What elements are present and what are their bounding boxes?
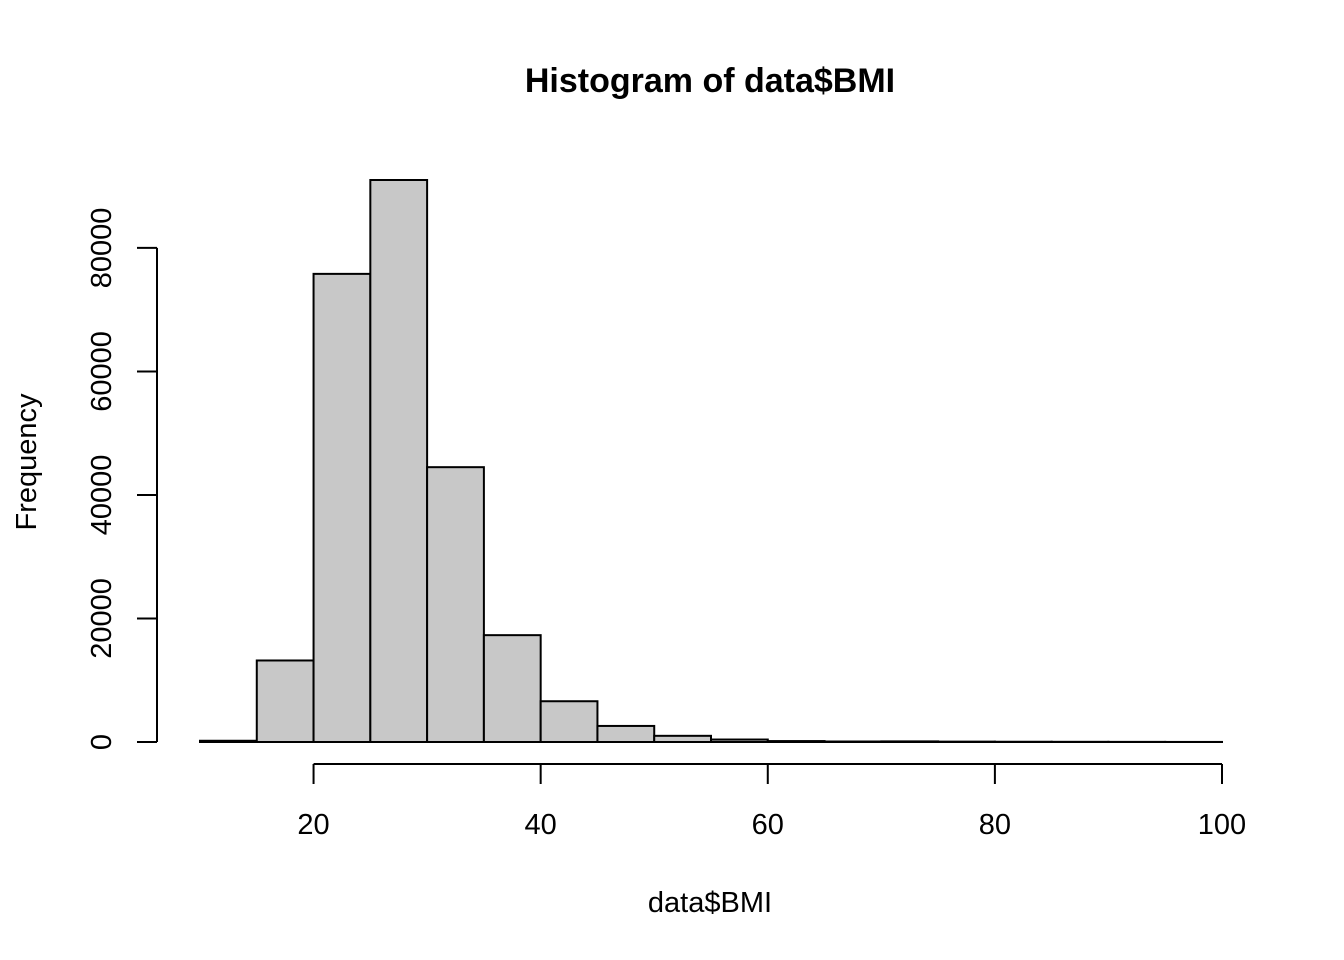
histogram-bar	[369, 179, 429, 743]
x-tick-label: 40	[525, 809, 557, 841]
histogram-bar	[255, 659, 315, 744]
x-tick-label: 100	[1198, 809, 1246, 841]
x-tick-label: 60	[752, 809, 784, 841]
x-axis: 20 40 60 80 100	[297, 763, 1246, 841]
histogram-bar	[199, 739, 258, 743]
histogram-bar	[653, 734, 713, 743]
histogram-bar	[596, 724, 656, 744]
y-axis: 0 20000 40000 60000 80000	[86, 208, 158, 750]
x-tick-label: 80	[979, 809, 1011, 841]
y-tick-label: 40000	[86, 455, 118, 536]
y-tick-label: 0	[86, 734, 118, 750]
histogram-bar	[482, 634, 542, 744]
y-axis-label: Frequency	[11, 393, 43, 531]
histogram-bar	[710, 738, 769, 743]
histogram-bar	[312, 272, 372, 743]
histogram-bar	[426, 466, 485, 743]
histogram-bar	[539, 700, 599, 744]
bars-group	[199, 179, 1223, 744]
y-tick-label: 20000	[86, 578, 118, 659]
x-tick-label: 20	[297, 809, 329, 841]
y-tick-label: 60000	[86, 331, 118, 412]
y-tick-label: 80000	[86, 208, 118, 289]
chart-title: Histogram of data$BMI	[525, 62, 895, 100]
histogram-bar	[880, 740, 940, 744]
histogram-bar	[766, 740, 826, 743]
x-axis-label: data$BMI	[648, 887, 772, 919]
